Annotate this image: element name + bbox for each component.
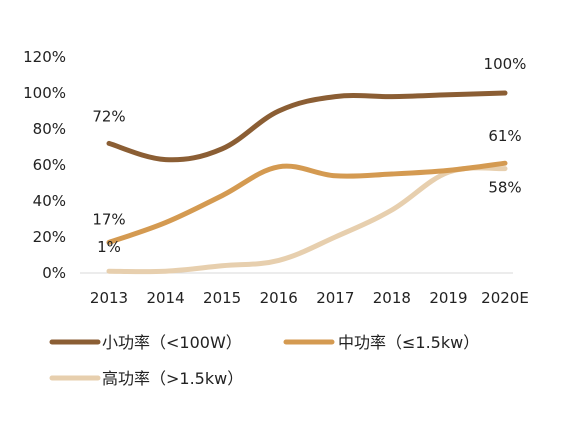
data-label: 61% xyxy=(488,127,521,145)
data-label: 72% xyxy=(92,107,125,125)
legend-label-0: 小功率（<100W） xyxy=(102,333,242,352)
x-tick-label: 2017 xyxy=(316,289,354,307)
x-tick-label: 2013 xyxy=(90,289,128,307)
y-tick-label: 120% xyxy=(23,48,66,66)
data-label: 100% xyxy=(484,55,527,73)
axis-group: 0% 20% 40% 60% 80% 100% 120% 2013 2014 2015 2016 20… xyxy=(23,48,529,307)
y-tick-label: 100% xyxy=(23,84,66,102)
x-tick-label: 2014 xyxy=(146,289,184,307)
x-tick-label: 2020E xyxy=(481,289,529,307)
legend-label-1: 中功率（≤1.5kw） xyxy=(338,333,479,352)
x-tick-label: 2018 xyxy=(373,289,411,307)
y-tick-label: 20% xyxy=(33,228,66,246)
x-tick-label: 2019 xyxy=(429,289,467,307)
y-tick-label: 40% xyxy=(33,192,66,210)
legend-label-2: 高功率（>1.5kw） xyxy=(102,369,243,388)
series-line-0 xyxy=(106,90,508,163)
data-label-group: 72% 100% 17% 61% 1% 58% xyxy=(92,55,526,256)
series-group xyxy=(106,90,508,275)
series-line-1 xyxy=(106,160,508,245)
legend: 小功率（<100W） 中功率（≤1.5kw） 高功率（>1.5kw） xyxy=(49,333,479,388)
data-label: 1% xyxy=(97,238,121,256)
x-tick-label: 2015 xyxy=(203,289,241,307)
y-tick-label: 0% xyxy=(42,264,66,282)
x-tick-label: 2016 xyxy=(260,289,298,307)
y-tick-label: 80% xyxy=(33,120,66,138)
data-label: 58% xyxy=(488,179,521,197)
data-label: 17% xyxy=(92,210,125,228)
series-line-2 xyxy=(106,165,508,275)
y-tick-label: 60% xyxy=(33,156,66,174)
